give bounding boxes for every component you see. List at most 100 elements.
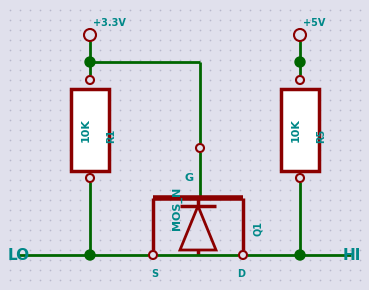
Point (97, 108, 103, 112)
Point (247, 98, 253, 102)
Point (27, 78, 33, 82)
Point (117, 48, 123, 52)
Point (117, 58, 123, 62)
Point (237, 278, 243, 282)
Point (217, 8, 223, 12)
Point (77, 208, 83, 212)
Point (147, 108, 153, 112)
Point (77, 218, 83, 222)
Point (267, 28, 273, 32)
Point (17, 178, 23, 182)
Point (317, 158, 323, 162)
Point (357, 138, 363, 142)
Point (257, 138, 263, 142)
Point (117, 108, 123, 112)
Point (107, 188, 113, 192)
Point (107, 98, 113, 102)
Point (317, 128, 323, 132)
Point (277, 168, 283, 172)
Point (257, 78, 263, 82)
Point (137, 148, 143, 152)
Point (167, 228, 173, 232)
Point (17, 108, 23, 112)
Point (317, 48, 323, 52)
Point (27, 278, 33, 282)
Point (7, 108, 13, 112)
Point (167, 28, 173, 32)
Point (127, 148, 133, 152)
Point (67, 78, 73, 82)
Point (207, 268, 213, 272)
Point (337, 168, 343, 172)
Point (187, 268, 193, 272)
Point (277, 278, 283, 282)
Point (307, 148, 313, 152)
Point (57, 188, 63, 192)
Point (297, 168, 303, 172)
Point (37, 208, 43, 212)
Point (237, 28, 243, 32)
Point (147, 148, 153, 152)
Point (327, 278, 333, 282)
Point (317, 58, 323, 62)
Point (57, 128, 63, 132)
Point (237, 208, 243, 212)
Point (227, 68, 233, 72)
Point (237, 68, 243, 72)
Point (107, 148, 113, 152)
Point (47, 28, 53, 32)
Point (257, 218, 263, 222)
Point (227, 198, 233, 202)
Point (87, 198, 93, 202)
Point (37, 28, 43, 32)
Point (87, 18, 93, 22)
Point (87, 208, 93, 212)
Point (287, 28, 293, 32)
Point (17, 78, 23, 82)
Point (357, 178, 363, 182)
Point (117, 188, 123, 192)
Point (267, 198, 273, 202)
Point (277, 178, 283, 182)
Point (217, 218, 223, 222)
Point (357, 198, 363, 202)
Point (117, 118, 123, 122)
Point (57, 68, 63, 72)
Point (117, 238, 123, 242)
Point (37, 188, 43, 192)
Point (237, 138, 243, 142)
Point (287, 128, 293, 132)
Point (297, 148, 303, 152)
Point (147, 178, 153, 182)
Point (177, 268, 183, 272)
Point (257, 178, 263, 182)
Point (197, 208, 203, 212)
Point (207, 238, 213, 242)
Point (157, 278, 163, 282)
Point (287, 38, 293, 42)
Point (177, 178, 183, 182)
Point (57, 178, 63, 182)
Point (307, 18, 313, 22)
Point (67, 138, 73, 142)
Point (77, 18, 83, 22)
Point (47, 278, 53, 282)
Point (157, 178, 163, 182)
Point (267, 68, 273, 72)
Point (37, 258, 43, 262)
Point (257, 128, 263, 132)
Point (47, 178, 53, 182)
Point (147, 38, 153, 42)
Point (337, 18, 343, 22)
Point (287, 168, 293, 172)
Point (77, 248, 83, 252)
Point (7, 58, 13, 62)
Point (157, 18, 163, 22)
Point (267, 58, 273, 62)
Point (197, 78, 203, 82)
Point (57, 278, 63, 282)
Point (197, 218, 203, 222)
Point (57, 28, 63, 32)
Point (157, 98, 163, 102)
Bar (281, 89, 319, 171)
